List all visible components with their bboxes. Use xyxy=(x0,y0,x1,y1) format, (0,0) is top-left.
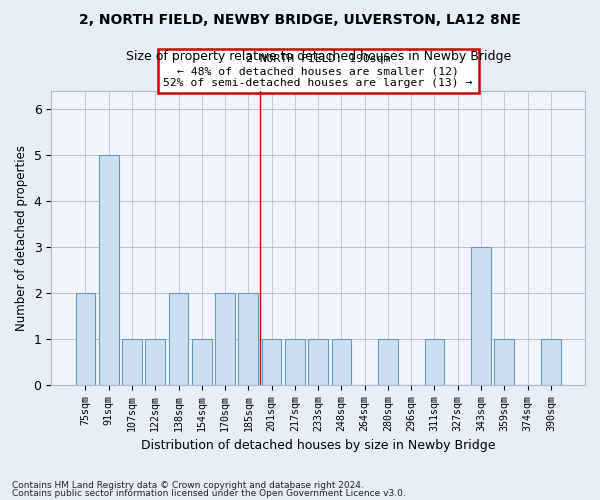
Text: 2, NORTH FIELD, NEWBY BRIDGE, ULVERSTON, LA12 8NE: 2, NORTH FIELD, NEWBY BRIDGE, ULVERSTON,… xyxy=(79,12,521,26)
Bar xyxy=(238,294,258,386)
Bar xyxy=(192,340,212,386)
Bar xyxy=(471,247,491,386)
Y-axis label: Number of detached properties: Number of detached properties xyxy=(15,145,28,331)
Bar xyxy=(215,294,235,386)
Text: Contains HM Land Registry data © Crown copyright and database right 2024.: Contains HM Land Registry data © Crown c… xyxy=(12,481,364,490)
Bar xyxy=(494,340,514,386)
Bar xyxy=(76,294,95,386)
Title: Size of property relative to detached houses in Newby Bridge: Size of property relative to detached ho… xyxy=(125,50,511,63)
Text: 2 NORTH FIELD: 190sqm
← 48% of detached houses are smaller (12)
52% of semi-deta: 2 NORTH FIELD: 190sqm ← 48% of detached … xyxy=(163,54,473,88)
Bar xyxy=(145,340,165,386)
Bar xyxy=(99,155,119,386)
Bar xyxy=(378,340,398,386)
Bar xyxy=(169,294,188,386)
Bar xyxy=(425,340,445,386)
Bar xyxy=(308,340,328,386)
Bar xyxy=(285,340,305,386)
Bar xyxy=(122,340,142,386)
Bar xyxy=(262,340,281,386)
X-axis label: Distribution of detached houses by size in Newby Bridge: Distribution of detached houses by size … xyxy=(141,440,496,452)
Bar xyxy=(541,340,561,386)
Text: Contains public sector information licensed under the Open Government Licence v3: Contains public sector information licen… xyxy=(12,488,406,498)
Bar xyxy=(332,340,352,386)
